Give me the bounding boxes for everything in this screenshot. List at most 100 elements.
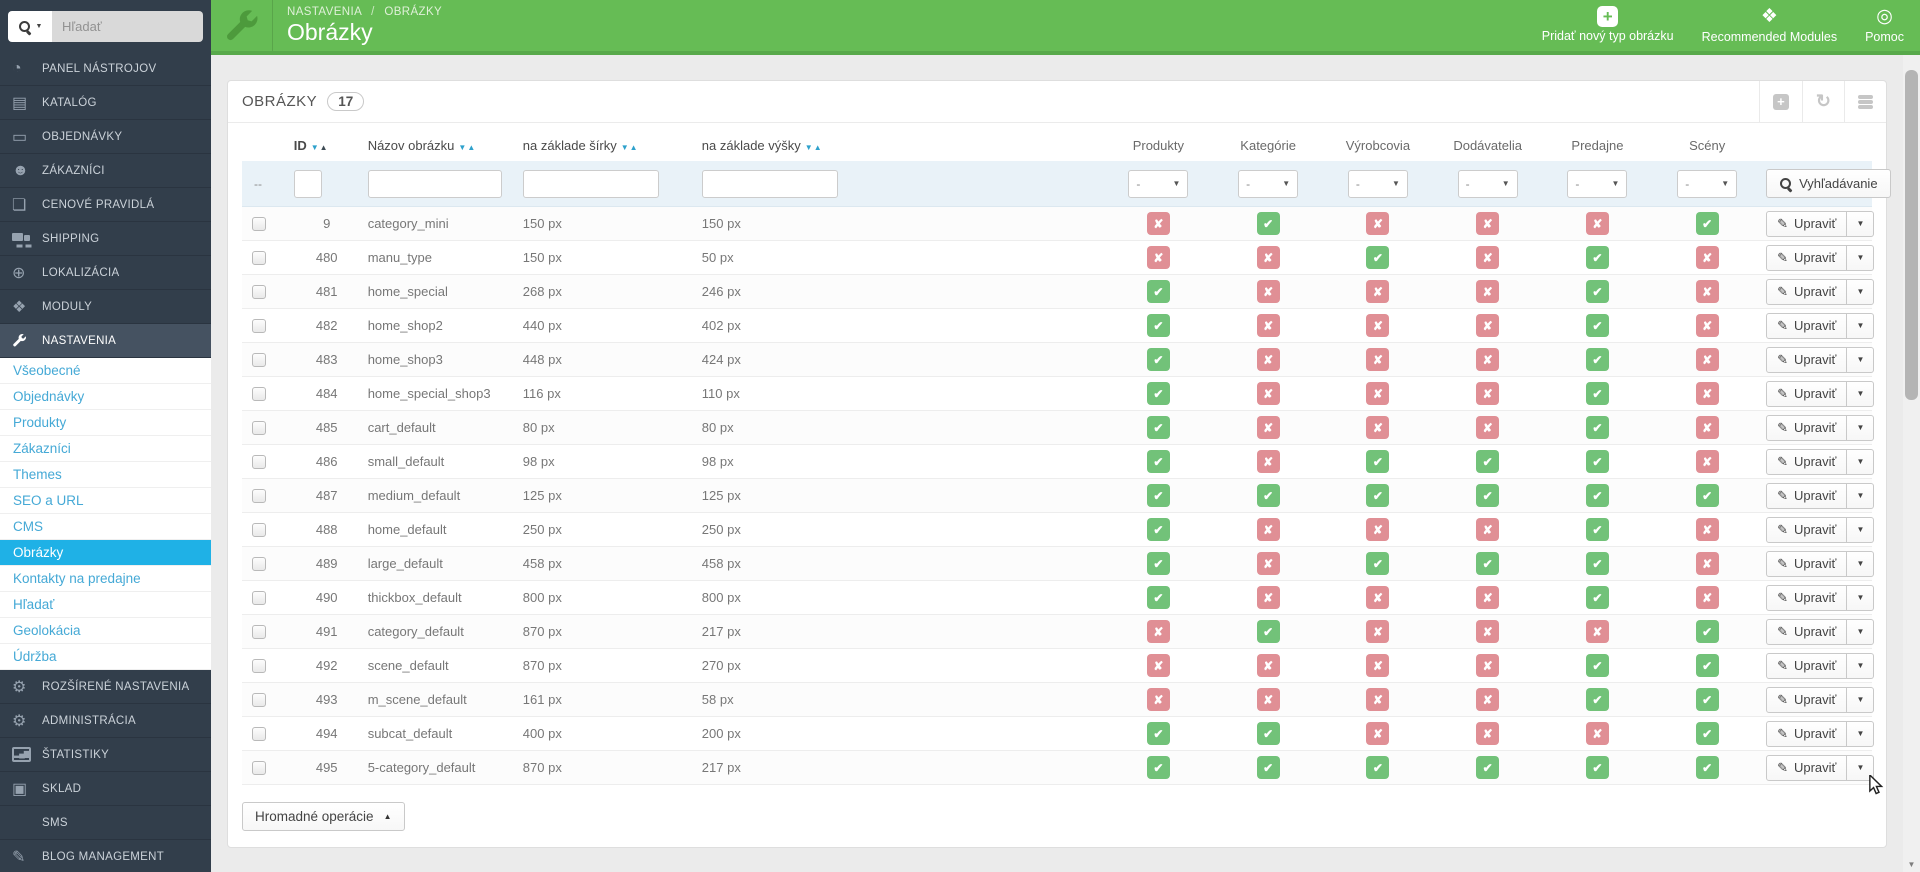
sidebar-item-moduly[interactable]: ❖ MODULY: [0, 290, 211, 324]
submenu-item-dr-ba[interactable]: Údržba: [0, 644, 211, 670]
row-checkbox[interactable]: [252, 216, 266, 231]
disabled-cross-icon[interactable]: ✘: [1585, 620, 1609, 643]
disabled-cross-icon[interactable]: ✘: [1476, 246, 1500, 269]
disabled-cross-icon[interactable]: ✘: [1256, 280, 1280, 303]
disabled-cross-icon[interactable]: ✘: [1476, 212, 1500, 235]
row-dropdown-button[interactable]: ▼: [1847, 346, 1875, 373]
filter-select-stores[interactable]: - ▼: [1567, 169, 1628, 198]
edit-button[interactable]: ✎ Upraviť: [1766, 380, 1848, 407]
panel-refresh-button[interactable]: ↻: [1801, 81, 1844, 122]
submenu-item-geolok-cia[interactable]: Geolokácia: [0, 618, 211, 644]
disabled-cross-icon[interactable]: ✘: [1585, 722, 1609, 745]
sort-arrows[interactable]: ▼▲: [458, 143, 476, 152]
enabled-check-icon[interactable]: ✔: [1256, 484, 1280, 507]
submenu-item-cms[interactable]: CMS: [0, 514, 211, 540]
disabled-cross-icon[interactable]: ✘: [1366, 518, 1390, 541]
row-dropdown-button[interactable]: ▼: [1847, 720, 1875, 747]
disabled-cross-icon[interactable]: ✘: [1695, 314, 1719, 337]
disabled-cross-icon[interactable]: ✘: [1585, 212, 1609, 235]
disabled-cross-icon[interactable]: ✘: [1256, 518, 1280, 541]
filter-select-scenes[interactable]: - ▼: [1677, 169, 1738, 198]
sort-desc-icon[interactable]: ▼: [310, 143, 320, 152]
sidebar-item-tatistiky[interactable]: ▂▄▆ ŠTATISTIKY: [0, 738, 211, 772]
row-dropdown-button[interactable]: ▼: [1847, 584, 1875, 611]
enabled-check-icon[interactable]: ✔: [1146, 416, 1170, 439]
submenu-item-objedn-vky[interactable]: Objednávky: [0, 384, 211, 410]
row-checkbox[interactable]: [252, 352, 266, 367]
edit-button[interactable]: ✎ Upraviť: [1766, 720, 1848, 747]
enabled-check-icon[interactable]: ✔: [1366, 756, 1390, 779]
enabled-check-icon[interactable]: ✔: [1146, 518, 1170, 541]
enabled-check-icon[interactable]: ✔: [1146, 552, 1170, 575]
enabled-check-icon[interactable]: ✔: [1695, 620, 1719, 643]
sidebar-item-katal-g[interactable]: ▤ KATALÓG: [0, 86, 211, 120]
disabled-cross-icon[interactable]: ✘: [1146, 620, 1170, 643]
disabled-cross-icon[interactable]: ✘: [1695, 518, 1719, 541]
row-checkbox[interactable]: [252, 590, 266, 605]
disabled-cross-icon[interactable]: ✘: [1476, 348, 1500, 371]
enabled-check-icon[interactable]: ✔: [1585, 552, 1609, 575]
disabled-cross-icon[interactable]: ✘: [1256, 246, 1280, 269]
edit-button[interactable]: ✎ Upraviť: [1766, 550, 1848, 577]
enabled-check-icon[interactable]: ✔: [1476, 484, 1500, 507]
enabled-check-icon[interactable]: ✔: [1585, 688, 1609, 711]
enabled-check-icon[interactable]: ✔: [1585, 654, 1609, 677]
enabled-check-icon[interactable]: ✔: [1256, 212, 1280, 235]
sort-asc-icon[interactable]: ▲: [813, 143, 823, 152]
enabled-check-icon[interactable]: ✔: [1585, 416, 1609, 439]
disabled-cross-icon[interactable]: ✘: [1366, 212, 1390, 235]
sidebar-item-sms[interactable]: SMS: [0, 806, 211, 840]
disabled-cross-icon[interactable]: ✘: [1146, 246, 1170, 269]
row-dropdown-button[interactable]: ▼: [1847, 380, 1875, 407]
row-checkbox[interactable]: [252, 760, 266, 775]
sort-arrows[interactable]: ▼▲: [621, 143, 639, 152]
enabled-check-icon[interactable]: ✔: [1366, 246, 1390, 269]
disabled-cross-icon[interactable]: ✘: [1366, 586, 1390, 609]
sidebar-item-sklad[interactable]: ▣ SKLAD: [0, 772, 211, 806]
edit-button[interactable]: ✎ Upraviť: [1766, 312, 1848, 339]
edit-button[interactable]: ✎ Upraviť: [1766, 210, 1848, 237]
row-checkbox[interactable]: [252, 692, 266, 707]
sidebar-item-nastavenia[interactable]: NASTAVENIA: [0, 324, 211, 358]
submenu-item-h-ada[interactable]: Hľadať: [0, 592, 211, 618]
disabled-cross-icon[interactable]: ✘: [1695, 416, 1719, 439]
add-image-type-button[interactable]: + Pridať nový typ obrázku: [1542, 6, 1674, 43]
enabled-check-icon[interactable]: ✔: [1146, 280, 1170, 303]
enabled-check-icon[interactable]: ✔: [1256, 756, 1280, 779]
row-dropdown-button[interactable]: ▼: [1847, 312, 1875, 339]
submenu-item-kontakty-na-predajne[interactable]: Kontakty na predajne: [0, 566, 211, 592]
disabled-cross-icon[interactable]: ✘: [1476, 654, 1500, 677]
enabled-check-icon[interactable]: ✔: [1146, 314, 1170, 337]
row-dropdown-button[interactable]: ▼: [1847, 516, 1875, 543]
disabled-cross-icon[interactable]: ✘: [1366, 722, 1390, 745]
row-checkbox[interactable]: [252, 488, 266, 503]
filter-id-input[interactable]: [293, 169, 322, 198]
sidebar-item-objedn-vky[interactable]: ▭ OBJEDNÁVKY: [0, 120, 211, 154]
disabled-cross-icon[interactable]: ✘: [1256, 416, 1280, 439]
disabled-cross-icon[interactable]: ✘: [1476, 620, 1500, 643]
enabled-check-icon[interactable]: ✔: [1366, 450, 1390, 473]
page-scrollbar[interactable]: ▼: [1903, 55, 1920, 872]
enabled-check-icon[interactable]: ✔: [1695, 722, 1719, 745]
sort-arrows[interactable]: ▼▲: [805, 143, 823, 152]
disabled-cross-icon[interactable]: ✘: [1476, 688, 1500, 711]
row-dropdown-button[interactable]: ▼: [1847, 278, 1875, 305]
disabled-cross-icon[interactable]: ✘: [1695, 552, 1719, 575]
enabled-check-icon[interactable]: ✔: [1585, 314, 1609, 337]
row-checkbox[interactable]: [252, 454, 266, 469]
row-checkbox[interactable]: [252, 556, 266, 571]
filter-height-input[interactable]: [701, 169, 838, 198]
disabled-cross-icon[interactable]: ✘: [1476, 518, 1500, 541]
enabled-check-icon[interactable]: ✔: [1585, 280, 1609, 303]
disabled-cross-icon[interactable]: ✘: [1256, 688, 1280, 711]
disabled-cross-icon[interactable]: ✘: [1366, 416, 1390, 439]
disabled-cross-icon[interactable]: ✘: [1366, 280, 1390, 303]
enabled-check-icon[interactable]: ✔: [1585, 450, 1609, 473]
enabled-check-icon[interactable]: ✔: [1585, 382, 1609, 405]
enabled-check-icon[interactable]: ✔: [1256, 722, 1280, 745]
sidebar-item-shipping[interactable]: SHIPPING: [0, 222, 211, 256]
row-dropdown-button[interactable]: ▼: [1847, 618, 1875, 645]
disabled-cross-icon[interactable]: ✘: [1476, 416, 1500, 439]
disabled-cross-icon[interactable]: ✘: [1256, 382, 1280, 405]
search-scope-button[interactable]: ▼: [8, 11, 52, 42]
